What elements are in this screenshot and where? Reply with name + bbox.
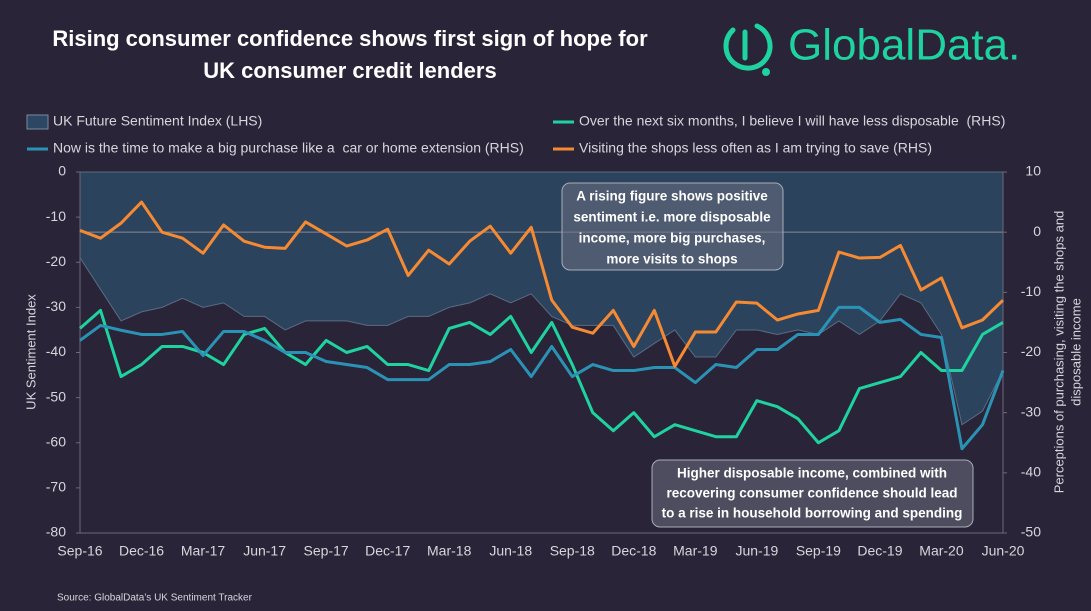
y2-tick-label: 0 bbox=[1033, 223, 1041, 239]
annotation-box bbox=[651, 459, 974, 528]
y2-tick-label: 10 bbox=[1025, 163, 1041, 179]
x-tick-label: Dec-17 bbox=[365, 543, 410, 559]
annotation-text: sentiment i.e. more disposable bbox=[573, 210, 771, 225]
annotation-text: A rising figure shows positive bbox=[576, 189, 768, 204]
annotation-text: more visits to shops bbox=[606, 252, 737, 267]
annotation-text: Higher disposable income, combined with bbox=[677, 466, 947, 481]
chart-title: Rising consumer confidence shows first s… bbox=[52, 26, 648, 51]
x-tick-label: Sep-17 bbox=[304, 543, 349, 559]
annotation-text: income, more big purchases, bbox=[579, 231, 766, 246]
y-tick-label: -20 bbox=[46, 253, 66, 269]
x-tick-label: Jun-18 bbox=[489, 543, 532, 559]
y-tick-label: 0 bbox=[58, 163, 66, 179]
legend-swatch bbox=[26, 114, 49, 130]
x-tick-label: Mar-19 bbox=[673, 543, 718, 559]
x-tick-label: Mar-20 bbox=[919, 543, 964, 559]
y-tick-label: -60 bbox=[46, 433, 66, 449]
legend-label: Now is the time to make a big purchase l… bbox=[53, 140, 524, 156]
annotation-box bbox=[561, 182, 784, 271]
x-tick-label: Dec-16 bbox=[119, 543, 164, 559]
x-tick-label: Dec-19 bbox=[857, 543, 902, 559]
y-tick-label: -80 bbox=[46, 524, 66, 540]
y-tick-label: -30 bbox=[46, 298, 66, 314]
y-tick-label: -10 bbox=[46, 208, 66, 224]
x-tick-label: Jun-20 bbox=[982, 543, 1025, 559]
y2-tick-label: -30 bbox=[1021, 403, 1041, 419]
y2-tick-label: -50 bbox=[1021, 524, 1041, 540]
y-axis-label: UK Sentiment Index bbox=[23, 294, 38, 410]
legend-label: UK Future Sentiment Index (LHS) bbox=[53, 113, 262, 129]
chart-title: UK consumer credit lenders bbox=[203, 58, 496, 83]
y-tick-label: -70 bbox=[46, 479, 66, 495]
x-tick-label: Sep-16 bbox=[57, 543, 102, 559]
logo-icon bbox=[723, 23, 773, 76]
x-tick-label: Jun-17 bbox=[243, 543, 286, 559]
line bbox=[79, 305, 1005, 451]
x-tick-label: Jun-19 bbox=[735, 543, 778, 559]
logo-text: GlobalData. bbox=[788, 21, 1020, 70]
x-tick-label: Mar-17 bbox=[181, 543, 226, 559]
x-tick-label: Mar-18 bbox=[427, 543, 472, 559]
x-tick-label: Sep-19 bbox=[796, 543, 841, 559]
line bbox=[79, 308, 1004, 445]
source: Source: GlobalData’s UK Sentiment Tracke… bbox=[57, 593, 253, 604]
y2-axis-label: disposable income bbox=[1068, 298, 1083, 406]
x-tick-label: Dec-18 bbox=[611, 543, 656, 559]
annotation-text: to a rise in household borrowing and spe… bbox=[662, 506, 963, 521]
y2-axis-label: Perceptions of purchasing, visiting the … bbox=[1051, 211, 1066, 494]
legend-label: Visiting the shops less often as I am tr… bbox=[579, 140, 932, 156]
x-tick-label: Sep-18 bbox=[550, 543, 595, 559]
legend-label: Over the next six months, I believe I wi… bbox=[579, 113, 1005, 129]
y-tick-label: -50 bbox=[46, 388, 66, 404]
y2-tick-label: -10 bbox=[1021, 283, 1041, 299]
annotation-text: recovering consumer confidence should le… bbox=[666, 486, 957, 501]
y2-tick-label: -40 bbox=[1021, 464, 1041, 480]
y-tick-label: -40 bbox=[46, 343, 66, 359]
line bbox=[79, 200, 1005, 368]
y2-tick-label: -20 bbox=[1021, 343, 1041, 359]
